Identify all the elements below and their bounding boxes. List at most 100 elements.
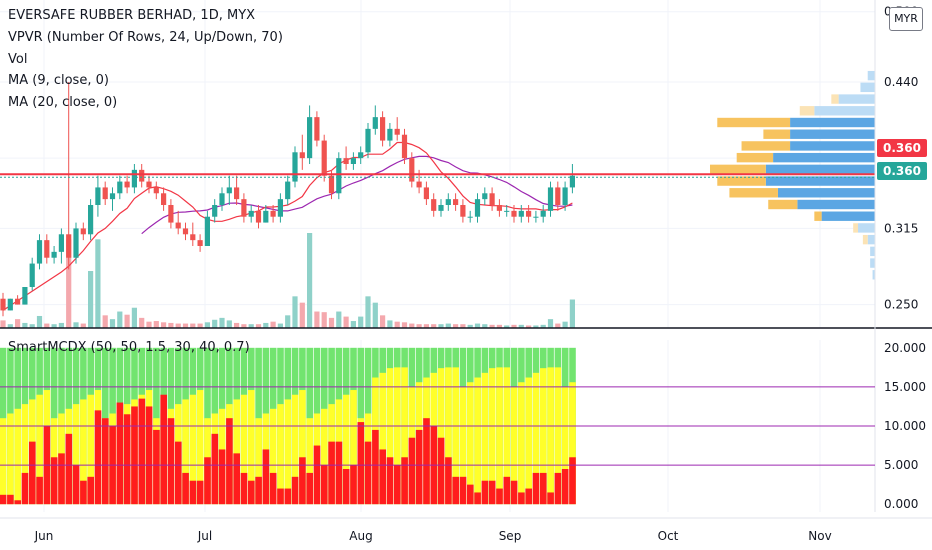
volume-bar <box>482 324 488 328</box>
indicator-red-bar <box>445 457 452 505</box>
indicator-yellow-bar <box>269 408 277 505</box>
vpvr-up-bar <box>765 164 875 175</box>
indicator-yellow-bar <box>7 413 14 505</box>
indicator-red-bar <box>80 480 87 505</box>
candle-body <box>15 298 21 305</box>
volume-bar <box>36 315 43 328</box>
time-tick-label: Aug <box>349 529 372 543</box>
indicator-red-bar <box>306 472 313 505</box>
indicator-red-bar <box>0 494 7 505</box>
volume-bar <box>365 296 371 328</box>
candle-body <box>431 199 437 211</box>
indicator-red-bar <box>196 480 204 505</box>
indicator-yellow-bar <box>481 372 489 505</box>
vpvr-up-bar <box>777 188 875 198</box>
candle-body <box>226 187 232 194</box>
legend-ma20[interactable]: MA (20, close, 0) <box>8 95 118 110</box>
price-label-green: 0.360 <box>877 162 927 180</box>
volume-bar <box>504 325 510 328</box>
candle-body <box>343 158 349 164</box>
indicator-tick-label: 20.000 <box>884 341 926 355</box>
candle-body <box>365 128 371 153</box>
candle-body <box>80 228 86 235</box>
volume-bar <box>343 316 349 328</box>
indicator-red-bar <box>372 429 379 505</box>
indicator-red-bar <box>123 414 131 505</box>
volume-bar <box>175 323 181 328</box>
candle-body <box>526 210 532 217</box>
candle-body <box>453 199 459 205</box>
candle-body <box>292 152 298 182</box>
candle-body <box>460 205 466 217</box>
indicator-red-bar <box>211 433 219 505</box>
vpvr-up-bar <box>870 246 875 257</box>
indicator-red-bar <box>488 480 496 505</box>
candle-body <box>489 193 495 205</box>
volume-bar <box>285 315 291 328</box>
candle-body <box>438 205 444 211</box>
volume-bar <box>15 319 21 328</box>
indicator-red-bar <box>510 480 518 505</box>
volume-bar <box>66 239 72 328</box>
vpvr-up-bar <box>838 94 875 104</box>
indicator-red-bar <box>160 394 167 505</box>
indicator-yellow-bar <box>14 408 21 505</box>
indicator-yellow-bar <box>196 390 204 505</box>
candle-body <box>29 263 35 287</box>
volume-bar <box>467 324 473 328</box>
candle-body <box>153 187 159 194</box>
vpvr-up-bar <box>858 223 875 233</box>
indicator-red-bar <box>182 472 189 505</box>
volume-bar <box>423 324 429 328</box>
volume-bar <box>511 324 517 328</box>
volume-bar <box>445 323 451 328</box>
vpvr-up-bar <box>872 270 875 280</box>
candle-body <box>139 169 145 182</box>
vpvr-down-bar <box>763 129 791 139</box>
indicator-yellow-bar <box>401 367 408 505</box>
candle-body <box>58 234 64 252</box>
indicator-red-bar <box>467 484 474 505</box>
candle-body <box>204 216 210 246</box>
indicator-red-bar <box>36 476 43 505</box>
candle-body <box>380 117 386 141</box>
indicator-red-bar <box>342 469 350 505</box>
legend-smartmcdx[interactable]: SmartMCDX (50, 50, 1.5, 30, 40, 0.7) <box>8 340 250 355</box>
legend-vol[interactable]: Vol <box>8 52 28 67</box>
volume-bar <box>336 311 342 328</box>
indicator-red-bar <box>474 492 481 505</box>
candle-body <box>263 210 269 223</box>
legend-ma9[interactable]: MA (9, close, 0) <box>8 73 109 88</box>
volume-bar <box>234 322 240 328</box>
candle-body <box>445 199 451 205</box>
volume-bar <box>350 321 356 328</box>
indicator-red-bar <box>540 472 547 505</box>
price-tick-label: 0.250 <box>884 298 918 312</box>
indicator-yellow-bar <box>569 382 576 505</box>
candle-body <box>88 205 94 235</box>
volume-bar <box>394 321 400 328</box>
indicator-red-bar <box>561 469 569 505</box>
volume-bar <box>168 322 174 328</box>
legend-vpvr[interactable]: VPVR (Number Of Rows, 24, Up/Down, 70) <box>8 30 283 45</box>
volume-bar <box>219 317 225 328</box>
indicator-red-bar <box>357 422 365 505</box>
indicator-red-bar <box>481 480 489 505</box>
vpvr-up-bar <box>821 211 875 221</box>
indicator-yellow-bar <box>277 404 284 505</box>
indicator-yellow-bar <box>87 394 94 505</box>
indicator-yellow-bar <box>248 390 255 505</box>
indicator-yellow-bar <box>459 386 467 505</box>
indicator-red-bar <box>313 445 321 505</box>
volume-bar <box>460 324 466 328</box>
candle-body <box>511 210 517 217</box>
indicator-red-bar <box>14 500 21 505</box>
candle-body <box>255 210 262 223</box>
candle-body <box>7 298 13 311</box>
indicator-yellow-bar <box>36 394 43 505</box>
currency-button[interactable]: MYR <box>889 7 923 31</box>
indicator-red-bar <box>138 398 146 505</box>
volume-bar <box>292 296 298 328</box>
volume-bar <box>204 322 210 328</box>
